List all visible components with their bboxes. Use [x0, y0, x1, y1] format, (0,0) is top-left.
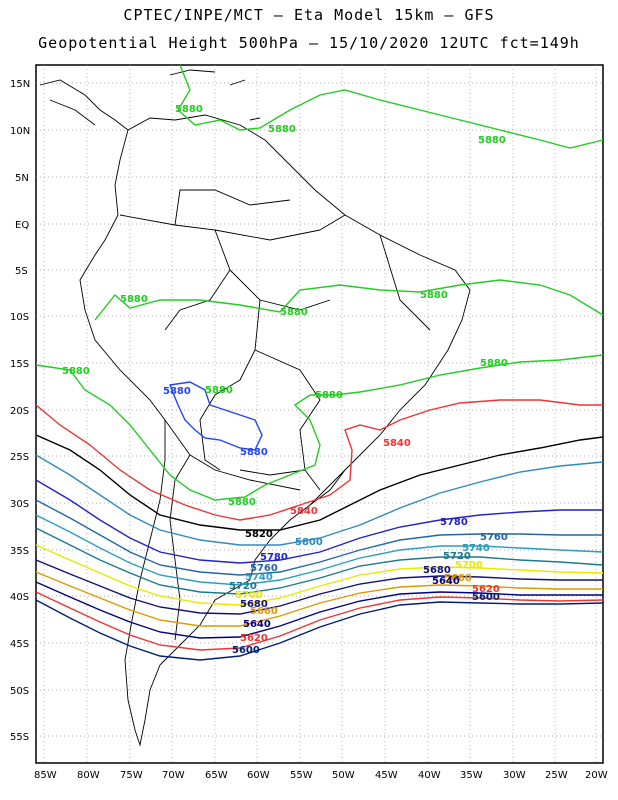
contour-label: 5780	[260, 552, 288, 563]
contour-5660	[35, 571, 603, 627]
lat-lon-grid	[36, 65, 603, 763]
contour-label: 5740	[245, 572, 273, 583]
contour-label: 5720	[443, 551, 471, 562]
lat-label: 10S	[10, 312, 29, 323]
lat-label: 35S	[10, 546, 29, 557]
contour-label: 5880	[62, 366, 90, 377]
contour-label: 5880	[280, 307, 308, 318]
contour-5780	[35, 479, 603, 564]
lon-label: 70W	[162, 770, 185, 781]
contour-label: 5880	[205, 385, 233, 396]
lon-label: 60W	[247, 770, 270, 781]
contour-label: 5880	[228, 497, 256, 508]
lon-label: 20W	[585, 770, 608, 781]
lon-label: 80W	[77, 770, 100, 781]
lon-label: 30W	[503, 770, 526, 781]
contour-label: 5620	[240, 633, 268, 644]
contour-labels: 5880 5880 5880 5880 5880 5880 5880 5880 …	[62, 104, 508, 656]
contour-5880-blue	[169, 381, 263, 451]
contour-label: 5820	[245, 529, 273, 540]
contour-label: 5660	[444, 573, 472, 584]
lat-label: 30S	[10, 499, 29, 510]
contour-label: 5880	[478, 135, 506, 146]
lon-label: 40W	[418, 770, 441, 781]
contour-5840	[35, 399, 603, 521]
contour-label: 5760	[480, 532, 508, 543]
contour-5880-south	[35, 354, 604, 501]
contour-label: 5880	[240, 447, 268, 458]
contour-lines	[35, 64, 604, 661]
contour-5700	[35, 544, 604, 606]
contour-label: 5880	[420, 290, 448, 301]
lat-label: 15N	[10, 79, 30, 90]
lon-label: 55W	[290, 770, 313, 781]
lat-label: 5N	[15, 173, 29, 184]
country-borders	[119, 189, 431, 641]
contour-label: 5680	[240, 599, 268, 610]
lon-label: 65W	[205, 770, 228, 781]
latitude-labels: 15N 10N 5N EQ 5S 10S 15S 20S 25S 30S 35S…	[10, 79, 30, 743]
contour-label: 5600	[472, 592, 500, 603]
lat-label: 10N	[10, 126, 30, 137]
contour-label: 5880	[268, 124, 296, 135]
contour-label: 5760	[250, 563, 278, 574]
lat-label: EQ	[15, 220, 29, 231]
lat-label: 25S	[10, 452, 29, 463]
contour-5760	[35, 499, 603, 576]
contour-5620	[35, 591, 604, 651]
contour-label: 5700	[455, 560, 483, 571]
contour-label: 5840	[290, 506, 318, 517]
lat-label: 45S	[10, 639, 29, 650]
lon-label: 25W	[545, 770, 568, 781]
chart-title-line2: Geopotential Height 500hPa – 15/10/2020 …	[38, 34, 580, 52]
contour-label: 5720	[229, 581, 257, 592]
contour-label: 5640	[432, 576, 460, 587]
lon-label: 35W	[460, 770, 483, 781]
lon-label: 75W	[120, 770, 143, 781]
contour-label: 5800	[295, 537, 323, 548]
contour-label: 5880	[315, 390, 343, 401]
contour-5640	[35, 581, 603, 639]
lat-label: 20S	[10, 406, 29, 417]
contour-label: 5600	[232, 645, 260, 656]
contour-label: 5660	[250, 606, 278, 617]
lat-label: 40S	[10, 592, 29, 603]
contour-label: 5640	[243, 619, 271, 630]
map-frame	[35, 64, 604, 764]
longitude-labels: 85W 80W 75W 70W 65W 60W 55W 50W 45W 40W …	[34, 770, 608, 781]
lon-label: 85W	[34, 770, 57, 781]
contour-label: 5780	[440, 517, 468, 528]
contour-5800	[35, 454, 604, 546]
contour-5600	[35, 599, 604, 661]
contour-label: 5700	[235, 590, 263, 601]
contour-label: 5880	[163, 386, 191, 397]
central-america-coastline	[39, 79, 129, 131]
lat-label: 5S	[15, 266, 28, 277]
contour-label: 5880	[175, 104, 203, 115]
contour-label: 5840	[383, 438, 411, 449]
contour-5740	[35, 514, 604, 586]
contour-label: 5880	[120, 294, 148, 305]
contour-label: 5880	[480, 358, 508, 369]
lat-label: 50S	[10, 686, 29, 697]
contour-label: 5740	[462, 543, 490, 554]
lat-label: 15S	[10, 359, 29, 370]
contour-label: 5680	[423, 565, 451, 576]
lon-label: 45W	[375, 770, 398, 781]
contour-5680	[35, 559, 603, 615]
lat-label: 55S	[10, 732, 29, 743]
contour-5820	[35, 434, 604, 531]
lon-label: 50W	[332, 770, 355, 781]
chart-title-line1: CPTEC/INPE/MCT – Eta Model 15km – GFS	[123, 6, 495, 24]
contour-5880-amazon	[94, 279, 604, 321]
contour-5880-north	[177, 64, 604, 149]
caribbean-islands	[169, 69, 261, 121]
contour-5720	[35, 527, 604, 595]
contour-label: 5620	[472, 584, 500, 595]
